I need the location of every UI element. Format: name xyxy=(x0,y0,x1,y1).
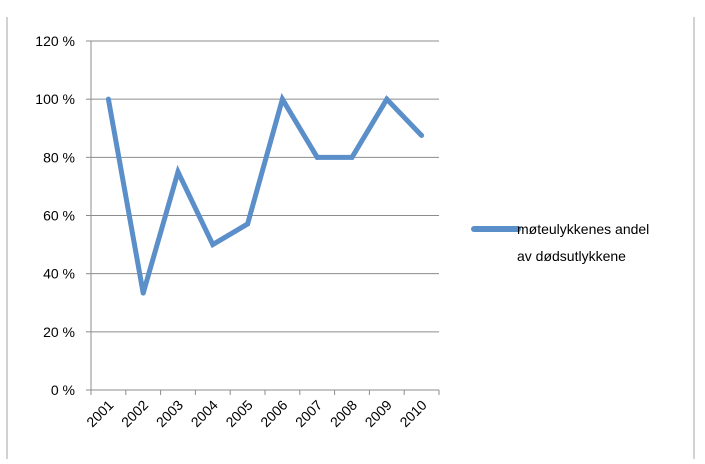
data-point xyxy=(384,96,390,102)
y-tick-label: 60 % xyxy=(43,208,75,224)
y-tick-label: 20 % xyxy=(43,324,75,340)
data-point xyxy=(140,290,146,296)
data-point xyxy=(175,169,181,175)
data-point xyxy=(105,96,111,102)
y-tick-label: 120 % xyxy=(35,33,75,49)
legend-label-line-2: av dødsutlykkene xyxy=(517,248,626,264)
y-tick-label: 0 % xyxy=(51,382,75,398)
series-lines xyxy=(105,92,425,296)
data-point xyxy=(349,154,355,160)
data-point xyxy=(314,154,320,160)
y-tick-label: 80 % xyxy=(43,149,75,165)
data-point xyxy=(419,133,425,139)
legend-label-line-1: møteulykkenes andel xyxy=(517,221,649,237)
y-tick-label: 100 % xyxy=(35,91,75,107)
data-point xyxy=(245,221,251,227)
legend: møteulykkenes andel av dødsutlykkene xyxy=(471,221,653,264)
data-point xyxy=(279,96,285,102)
data-point xyxy=(210,242,216,248)
series-line xyxy=(105,92,424,294)
legend-label: møteulykkenes andel av dødsutlykkene xyxy=(517,221,653,264)
y-tick-label: 40 % xyxy=(43,266,75,282)
